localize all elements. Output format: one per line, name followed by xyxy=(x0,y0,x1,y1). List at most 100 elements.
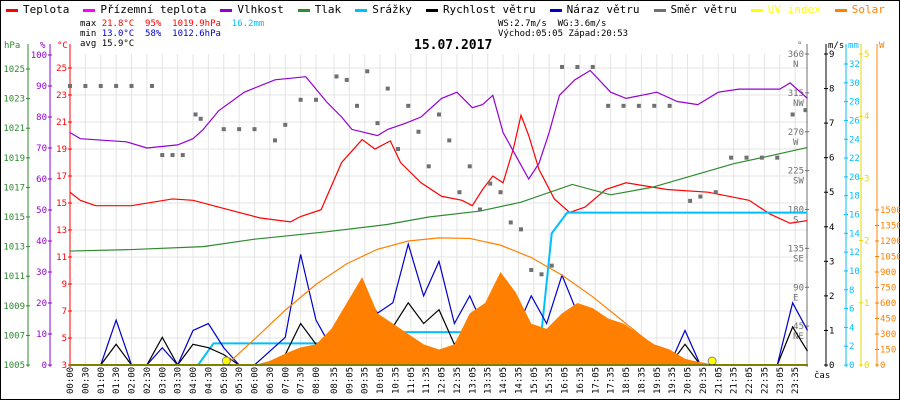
axis-tick-label-temperature: 17 xyxy=(56,172,67,182)
axis-tick-label-rain: 16 xyxy=(849,211,860,221)
x-tick-label: 10:35 xyxy=(391,367,401,394)
axis-unit-wind: m/s xyxy=(828,41,844,51)
direction-point xyxy=(150,83,154,88)
sunrise: Východ:05:05 xyxy=(498,29,564,39)
axis-tick-label-rain: 28 xyxy=(849,98,860,108)
axis-tick-label-pressure: 1013 xyxy=(3,243,25,253)
axis-tick-label-rain: 8 xyxy=(849,286,854,296)
direction-point xyxy=(396,147,400,152)
axis-pressure: hPa 1005 1007 1009 1011 1013 1015 1017 1019 1021 1… xyxy=(3,41,30,371)
axis-tick-label-solar: 1200 xyxy=(880,237,900,247)
axis-tick-label-humidity: 80 xyxy=(36,113,47,123)
direction-point xyxy=(457,190,462,195)
legend-swatch xyxy=(297,8,310,12)
direction-point xyxy=(549,263,554,268)
axis-tick-label-direction: 180 xyxy=(788,206,804,216)
axis-tick-label-rain: 0 xyxy=(849,361,854,371)
axis-direction-label: SW xyxy=(793,177,804,187)
sunset: Západ:20:53 xyxy=(568,29,629,39)
axis-tick-label-solar: 900 xyxy=(880,268,896,278)
axis-tick-label-rain: 26 xyxy=(849,116,860,126)
axis-tick-label-humidity: 30 xyxy=(36,268,47,278)
x-tick-label: 14:35 xyxy=(514,367,524,394)
axis-tick-label-pressure: 1023 xyxy=(3,95,25,105)
axis-tick-label-direction: 315 xyxy=(788,89,804,99)
x-tick-label: 09:35 xyxy=(361,367,371,394)
x-tick-label: 14:05 xyxy=(499,367,509,394)
axis-direction-label: NW xyxy=(793,99,804,109)
axis-tick-label-solar: 300 xyxy=(880,330,896,340)
uv-marker xyxy=(221,356,231,366)
axis-tick-label-humidity: 20 xyxy=(36,299,47,309)
axis-tick-label-solar: 750 xyxy=(880,284,896,294)
axis-tick-label-wind: 8 xyxy=(829,85,834,95)
series-vlhkost xyxy=(69,69,808,181)
axis-tick-label-temperature: 23 xyxy=(56,91,67,101)
x-tick-label: 12:05 xyxy=(438,367,448,394)
axis-unit-solar: W xyxy=(879,41,885,51)
axis-tick-label-rain: 32 xyxy=(849,60,860,70)
x-tick-label: 12:35 xyxy=(453,367,463,394)
x-tick-label: 21:35 xyxy=(730,367,740,394)
direction-point xyxy=(519,227,523,232)
axis-direction-label: N xyxy=(793,60,798,70)
stats-min: min 13.0°C 58% 1012.6hPa xyxy=(80,29,221,39)
axis-direction-label: W xyxy=(793,138,799,148)
axis-tick-label-pressure: 1007 xyxy=(3,331,25,341)
axis-tick-label-humidity: 40 xyxy=(36,237,47,247)
min-label: min xyxy=(80,29,97,39)
axis-tick-label-direction: 360 xyxy=(788,50,804,60)
legend-item: Tlak xyxy=(297,3,341,16)
legend-label: Vlhkost xyxy=(237,3,284,16)
direction-point xyxy=(698,194,703,199)
direction-point xyxy=(221,127,226,132)
legend-item: Rychlost větru xyxy=(425,3,536,16)
axis-tick-label-direction: 90 xyxy=(793,283,804,293)
legend-label: Směr větru xyxy=(670,3,737,16)
axis-unit-direction: ° xyxy=(797,41,802,51)
axis-tick-label-solar: 150 xyxy=(880,346,896,356)
x-tick-label: 17:35 xyxy=(607,367,617,394)
axis-tick-label-uv: 2 xyxy=(864,237,869,247)
axis-tick-label-humidity: 90 xyxy=(36,82,47,92)
direction-point xyxy=(744,155,749,160)
axis-tick-label-humidity: 0 xyxy=(42,361,47,371)
x-tick-label: 23:05 xyxy=(776,367,786,394)
axis-tick-label-rain: 24 xyxy=(849,135,860,145)
direction-point xyxy=(198,116,203,121)
stats-avg: avg 15.9°C xyxy=(80,39,134,49)
x-tick-label: 11:35 xyxy=(422,367,432,394)
direction-point xyxy=(334,74,339,79)
direction-point xyxy=(498,190,503,195)
axis-tick-label-direction: 270 xyxy=(788,128,804,138)
wind-speed-avg: WS:2.7m/s xyxy=(498,19,547,29)
legend-swatch xyxy=(549,8,562,12)
direction-point xyxy=(406,103,411,108)
max-rain: 16.2mm xyxy=(231,19,265,29)
legend-label: Teplota xyxy=(23,3,70,16)
axis-humidity: % 0 10 20 30 40 50 60 70 80 90 100 xyxy=(31,41,52,371)
axis-tick-label-uv: 3 xyxy=(864,174,869,184)
axis-tick-label-direction: 135 xyxy=(788,244,804,254)
series-line xyxy=(69,146,808,252)
x-tick-label: 11:05 xyxy=(407,367,417,394)
axis-tick-label-rain: 10 xyxy=(849,267,860,277)
axis-tick-label-rain: 20 xyxy=(849,173,860,183)
legend-label: Solar xyxy=(851,3,885,16)
direction-point xyxy=(283,122,288,127)
series-rychlost-v-tru xyxy=(70,301,808,367)
direction-point xyxy=(729,155,734,160)
legend-label: Přízemní teplota xyxy=(100,3,207,16)
legend-swatch xyxy=(834,8,847,12)
direction-point xyxy=(606,103,611,108)
axis-unit-rain: mm xyxy=(848,41,859,51)
direction-point xyxy=(129,83,134,88)
chart-title: 15.07.2017 xyxy=(414,38,493,53)
x-tick-label: 15:35 xyxy=(545,367,555,394)
max-humidity: 95% xyxy=(145,19,162,29)
axis-tick-label-pressure: 1011 xyxy=(3,272,25,282)
x-tick-label: 05:30 xyxy=(235,367,245,394)
axis-tick-label-wind: 2 xyxy=(829,292,834,302)
